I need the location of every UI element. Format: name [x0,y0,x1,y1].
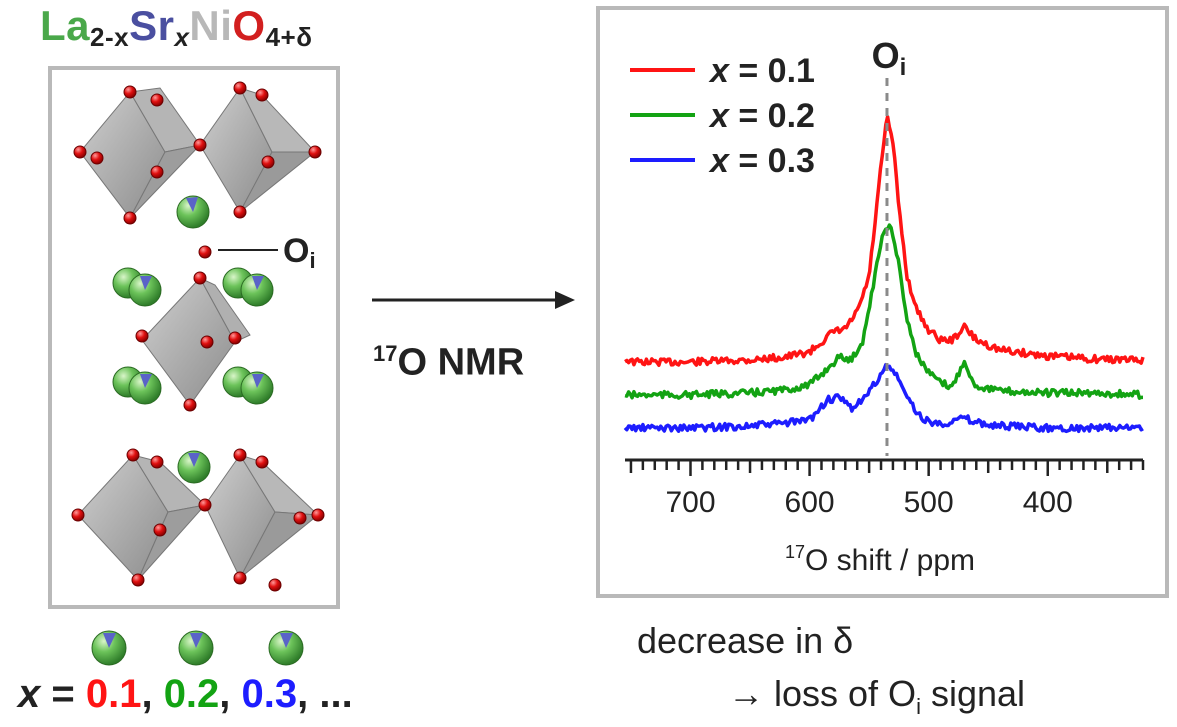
nmr-chart-frame [596,6,1169,598]
caption-line-1: decrease in δ [637,620,854,661]
formula-ni: Ni [189,2,233,49]
caption-subscript: i [916,694,921,720]
x-value-0-3: 0.3 [241,672,298,716]
formula-la: La [40,2,91,49]
caption-arrow-text: → loss of O [728,673,917,714]
octahedra-bottom-layer [77,454,320,581]
isotope-superscript: 17 [373,341,398,366]
separator-1: , [141,672,164,716]
x-tick-label-600: 600 [785,486,835,519]
oxygen-atoms [71,81,325,592]
x-axis: 700 600 500 400 [625,458,1145,519]
spectrum-line-1 [624,114,1145,368]
spectrum-line-2 [624,223,1143,401]
ellipsis: , ... [297,672,353,716]
composition-values: x = 0.1, 0.2, 0.3, ... [18,672,353,717]
spectrum-line-3 [623,362,1144,434]
x-value-0-2: 0.2 [163,672,220,716]
equals-sign: = [40,672,86,716]
formula-o-subscript: 4+δ [265,22,313,52]
separator-2: , [219,672,242,716]
x-tick-label-500: 500 [904,486,954,519]
legend-label-3: x = 0.3 [708,142,815,180]
formula-o: O [232,2,266,49]
nmr-text: O NMR [397,341,525,384]
spectrum-series [623,114,1145,434]
x-tick-label-700: 700 [665,486,715,519]
compound-formula: La2-xSrxNiO4+δ [40,2,313,53]
transition-arrow [372,291,575,309]
x-tick-label-400: 400 [1023,486,1073,519]
formula-la-subscript: 2-x [90,22,130,52]
formula-sr-subscript: x [174,22,190,52]
legend-label-2: x = 0.2 [708,97,815,135]
caption-tail: signal [920,673,1026,714]
x-variable: x [18,672,41,716]
chart-legend: x = 0.1 x = 0.2 x = 0.3 [630,52,815,180]
legend-label-1: x = 0.1 [708,52,815,90]
x-axis-label: 17O shift / ppm [785,542,975,577]
nmr-method-label: 17O NMR [373,341,524,385]
oi-structure-label: Oi [283,232,316,273]
formula-sr: Sr [129,2,175,49]
oi-peak-label: Oi [872,35,907,81]
x-value-0-1: 0.1 [85,672,142,716]
octahedra-top-layer [79,87,317,219]
caption-line-2: → loss of Oi signal [728,673,1025,720]
sr-wedges [103,197,293,648]
